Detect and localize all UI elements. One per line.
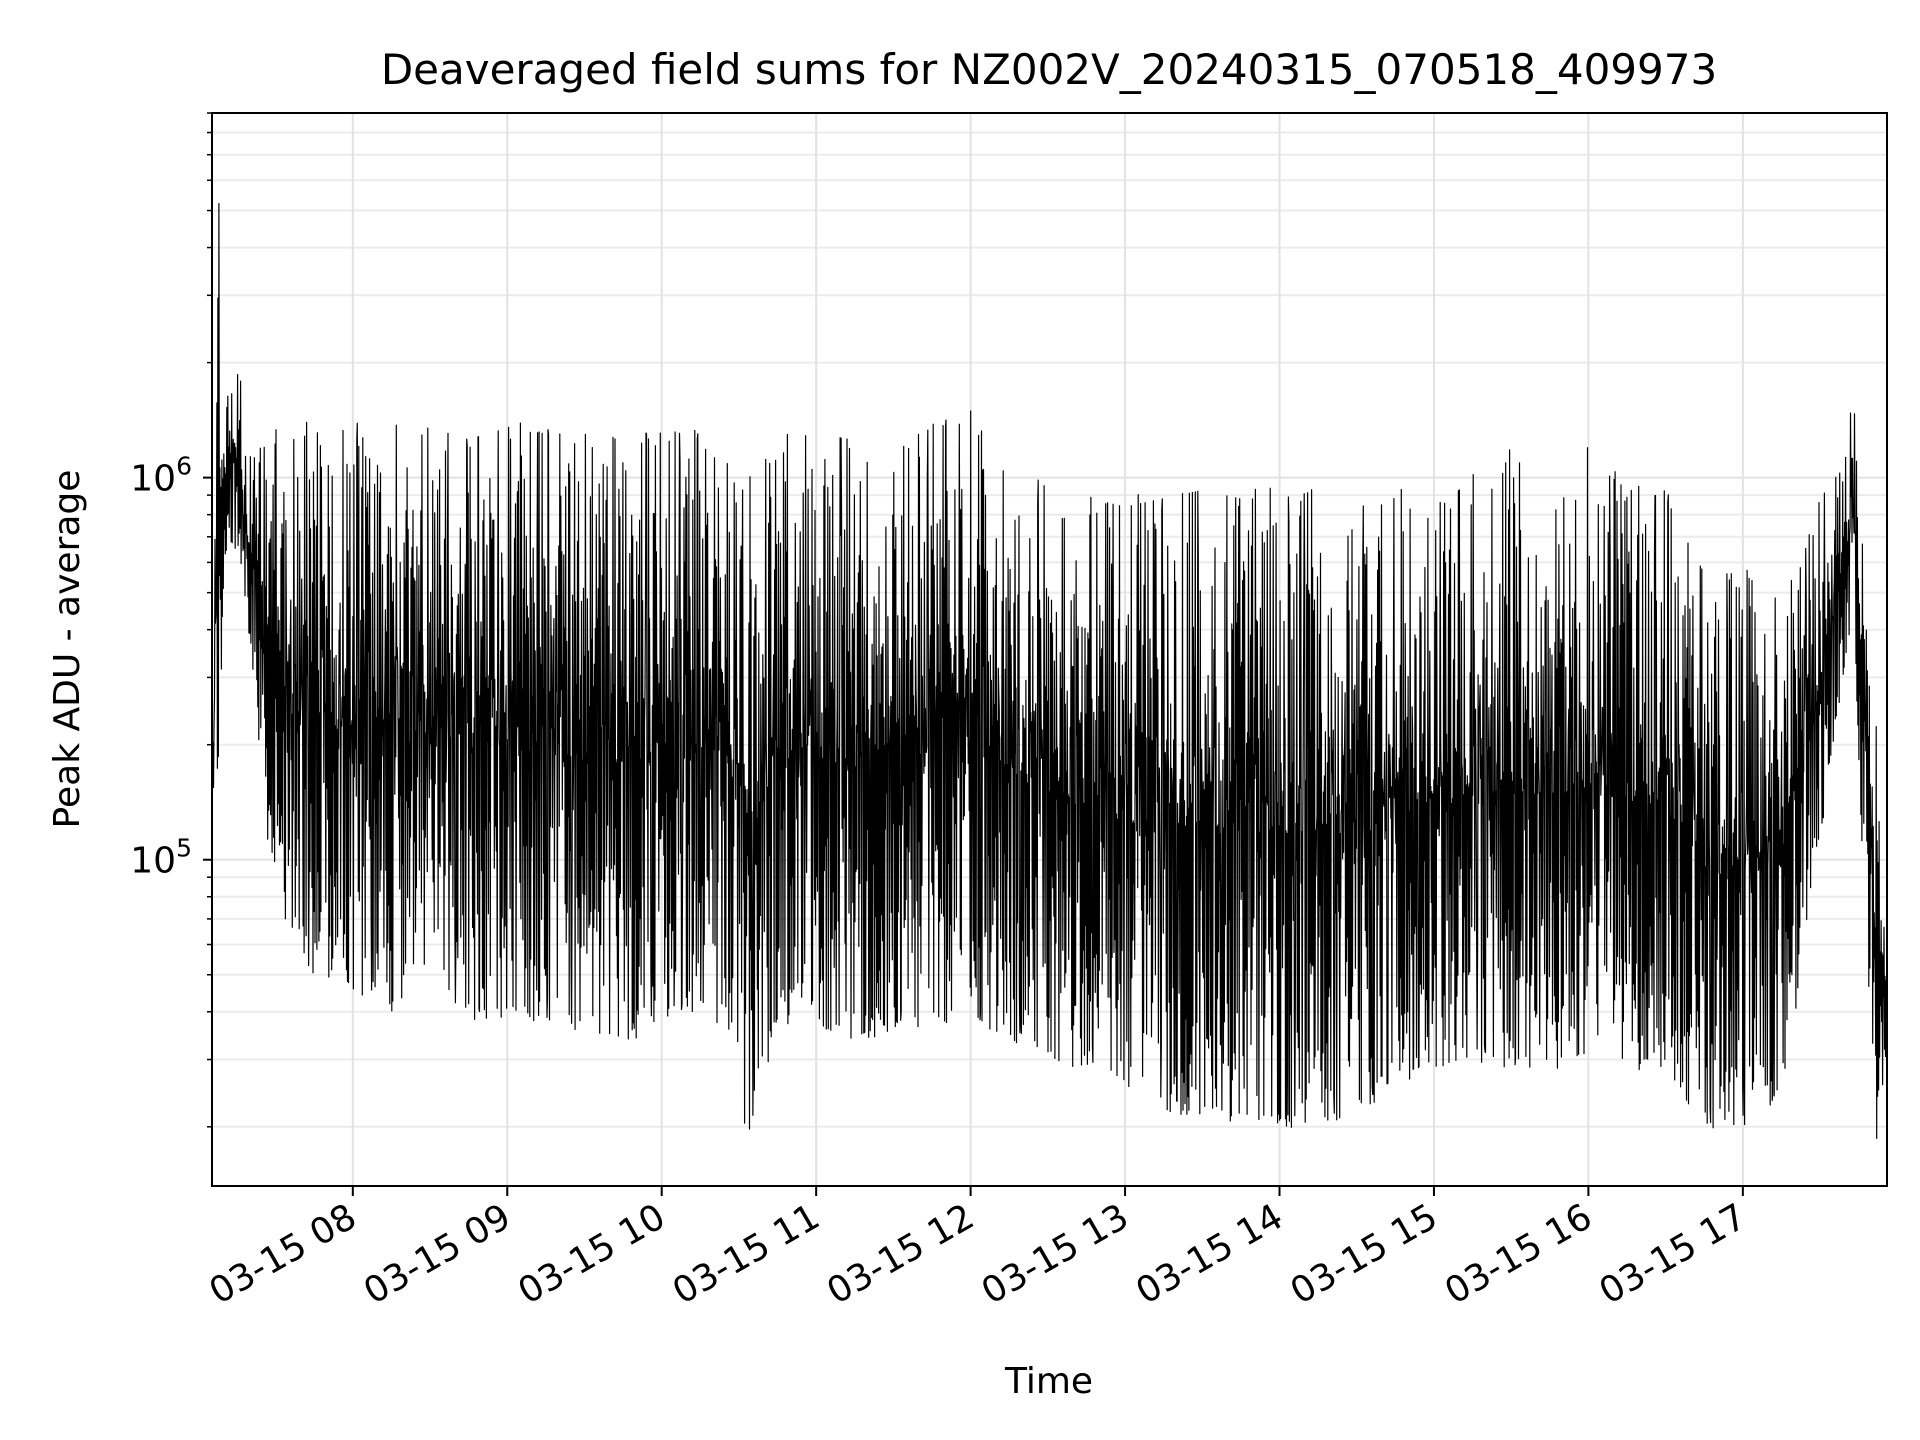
y-tick-label-base: 10 [130, 459, 176, 500]
y-axis-label: Peak ADU - average [47, 470, 88, 829]
chart-title: Deaveraged field sums for NZ002V_2024031… [381, 45, 1717, 94]
y-tick-label-base: 10 [130, 841, 176, 882]
y-tick-label: 106 [130, 452, 192, 500]
plot-background [212, 113, 1887, 1186]
y-tick-label-exponent: 6 [176, 452, 192, 481]
plot-frame [211, 112, 1888, 1187]
y-tick-label: 105 [130, 834, 192, 882]
series-group [212, 203, 1887, 1139]
data-series-line [212, 203, 1887, 1139]
x-axis-label: Time [1004, 1361, 1093, 1402]
y-tick-label-exponent: 5 [176, 834, 192, 863]
